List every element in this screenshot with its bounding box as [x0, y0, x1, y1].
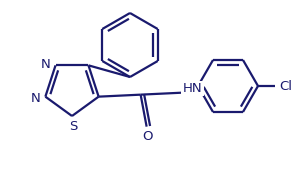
Text: HN: HN: [183, 82, 202, 95]
Text: S: S: [69, 119, 77, 133]
Text: O: O: [142, 130, 153, 143]
Text: Cl: Cl: [280, 80, 292, 92]
Text: N: N: [31, 92, 40, 105]
Text: N: N: [41, 58, 50, 71]
